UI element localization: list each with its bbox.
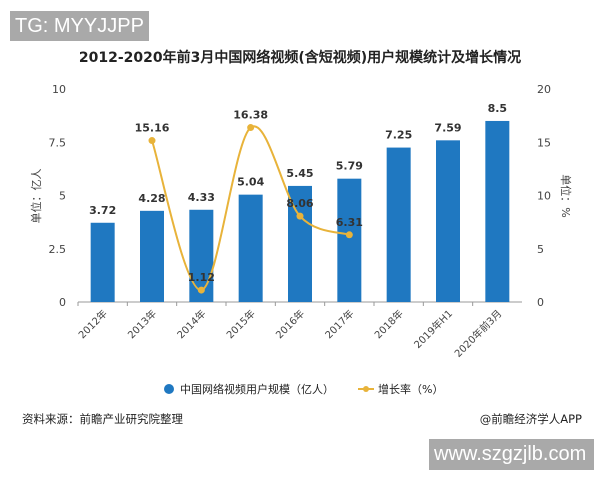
bar	[238, 194, 263, 302]
legend-bar-label: 中国网络视频用户规模（亿人）	[180, 382, 334, 396]
x-tick-label: 2014年	[174, 307, 208, 341]
bar-value-label: 7.59	[434, 121, 461, 134]
growth-value-label: 15.16	[135, 122, 170, 135]
watermark-bottom: www.szgzjlb.com	[429, 439, 594, 470]
credit-note: @前瞻经济学人APP	[479, 412, 582, 426]
watermark-top: TG: MYYJJPP	[10, 11, 149, 41]
bar	[485, 120, 510, 302]
y2-tick-label: 10	[537, 190, 551, 203]
x-tick-label: 2013年	[125, 307, 159, 341]
legend-bar-icon	[164, 384, 174, 394]
y-axis-label: 单位：亿人	[29, 169, 43, 224]
growth-point	[247, 124, 255, 132]
y2-axis-label: 单位：%	[559, 174, 573, 217]
x-tick-label: 2018年	[372, 307, 406, 341]
growth-value-label: 16.38	[233, 109, 268, 122]
y2-tick-label: 5	[537, 243, 544, 256]
bar	[337, 178, 362, 302]
legend-line-label: 增长率（%）	[378, 382, 443, 396]
growth-point	[197, 286, 205, 294]
source-note: 资料来源：前瞻产业研究院整理	[22, 412, 183, 426]
growth-point	[345, 231, 353, 239]
y2-tick-label: 15	[537, 136, 551, 149]
growth-point	[296, 212, 304, 220]
bar-value-label: 5.79	[336, 160, 363, 173]
growth-value-label: 6.31	[336, 216, 363, 229]
x-tick-label: 2012年	[76, 307, 110, 341]
bar-value-label: 5.45	[286, 167, 313, 180]
growth-point	[148, 137, 156, 145]
y2-tick-label: 0	[537, 296, 544, 309]
y-tick-label: 2.5	[49, 243, 67, 256]
x-tick-label: 2016年	[273, 307, 307, 341]
bar-value-label: 4.28	[138, 192, 165, 205]
x-tick-label: 2020年前3月	[452, 307, 505, 360]
x-tick-label: 2019年H1	[411, 307, 455, 351]
bar	[90, 222, 115, 302]
x-tick-label: 2015年	[224, 307, 258, 341]
x-tick-label: 2017年	[322, 307, 356, 341]
y2-tick-label: 20	[537, 83, 551, 96]
growth-value-label: 1.12	[188, 271, 215, 284]
growth-value-label: 8.06	[286, 197, 313, 210]
bar-value-label: 3.72	[89, 204, 116, 217]
bar	[436, 140, 460, 302]
bar-value-label: 4.33	[188, 191, 215, 204]
y-tick-label: 0	[59, 296, 66, 309]
bar	[140, 210, 164, 302]
chart-title: 2012-2020年前3月中国网络视频(含短视频)用户规模统计及增长情况	[78, 50, 522, 66]
y-tick-label: 5	[59, 190, 66, 203]
bar-value-label: 8.5	[488, 102, 508, 115]
y-tick-label: 7.5	[49, 136, 67, 149]
y-tick-label: 10	[52, 83, 66, 96]
bar-value-label: 5.04	[237, 176, 264, 189]
legend-line-marker	[363, 386, 369, 392]
bar	[386, 147, 411, 302]
bar-value-label: 7.25	[385, 129, 412, 142]
